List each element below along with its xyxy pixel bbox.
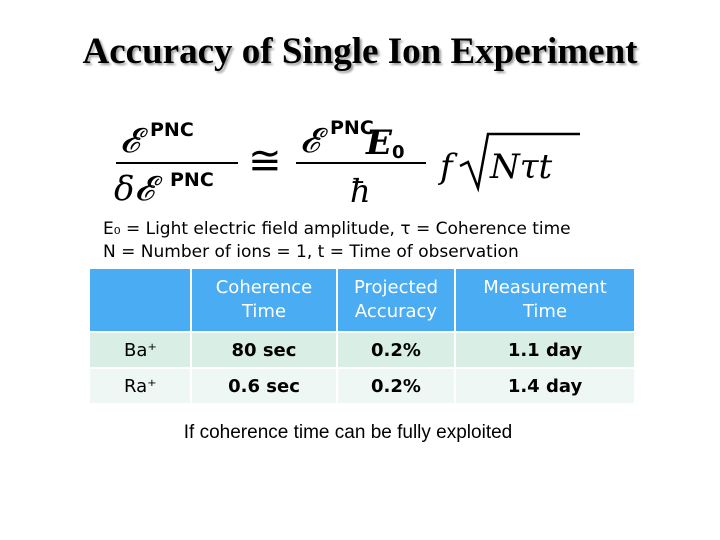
coherence-time-cell: 80 sec <box>190 331 338 369</box>
definitions: E₀ = Light electric field amplitude, τ =… <box>103 218 571 264</box>
f-symbol: f <box>437 147 458 187</box>
rhs-den-hbar: ħ <box>350 172 371 210</box>
caption: If coherence time can be fully exploited <box>183 422 513 443</box>
header-cell-measurement-time: Measurement Time <box>454 267 636 333</box>
measurement-time-cell: 1.1 day <box>454 331 636 369</box>
coherence-time-cell: 0.6 sec <box>190 367 338 405</box>
lhs-num-symbol: 𝓔 <box>120 121 149 161</box>
rhs-num-e: E <box>365 123 393 163</box>
ion-cell: Ra⁺ <box>88 367 192 405</box>
approx-symbol: ≅ <box>248 138 282 184</box>
lhs-den-symbol: δ𝓔 <box>114 169 163 209</box>
slide-title: Accuracy of Single Ion Experiment <box>82 31 638 72</box>
projected-accuracy-cell: 0.2% <box>336 331 456 369</box>
measurement-time-cell: 1.4 day <box>454 367 636 405</box>
sqrt-content: Nτt <box>489 147 553 187</box>
header-cell-empty <box>88 267 192 333</box>
pnc-formula: 𝓔 PNC δ𝓔 PNC ≅ 𝓔 PNC E 0 ħ f Nτt <box>114 117 580 210</box>
accuracy-table: Coherence Time Projected Accuracy Measurem… <box>88 267 636 405</box>
sqrt-radical <box>459 132 580 193</box>
table-row: Ba⁺ 80 sec 0.2% 1.1 day <box>88 331 636 369</box>
lhs-num-sup: PNC <box>150 119 194 141</box>
projected-accuracy-cell: 0.2% <box>336 367 456 405</box>
table-row: Ra⁺ 0.6 sec 0.2% 1.4 day <box>88 367 636 405</box>
rhs-num-symbol: 𝓔 <box>300 121 329 161</box>
rhs-num-e-sub: 0 <box>392 142 405 163</box>
definition-line-2: N = Number of ions = 1, t = Time of obse… <box>103 242 519 262</box>
definition-line-1: E₀ = Light electric field amplitude, τ =… <box>103 219 571 239</box>
header-cell-coherence-time: Coherence Time <box>190 267 338 333</box>
lhs-den-sup: PNC <box>170 169 214 191</box>
header-cell-projected-accuracy: Projected Accuracy <box>336 267 456 333</box>
table-header-row: Coherence Time Projected Accuracy Measurem… <box>88 267 636 333</box>
rhs-num-sup: PNC <box>330 117 374 139</box>
ion-cell: Ba⁺ <box>88 331 192 369</box>
